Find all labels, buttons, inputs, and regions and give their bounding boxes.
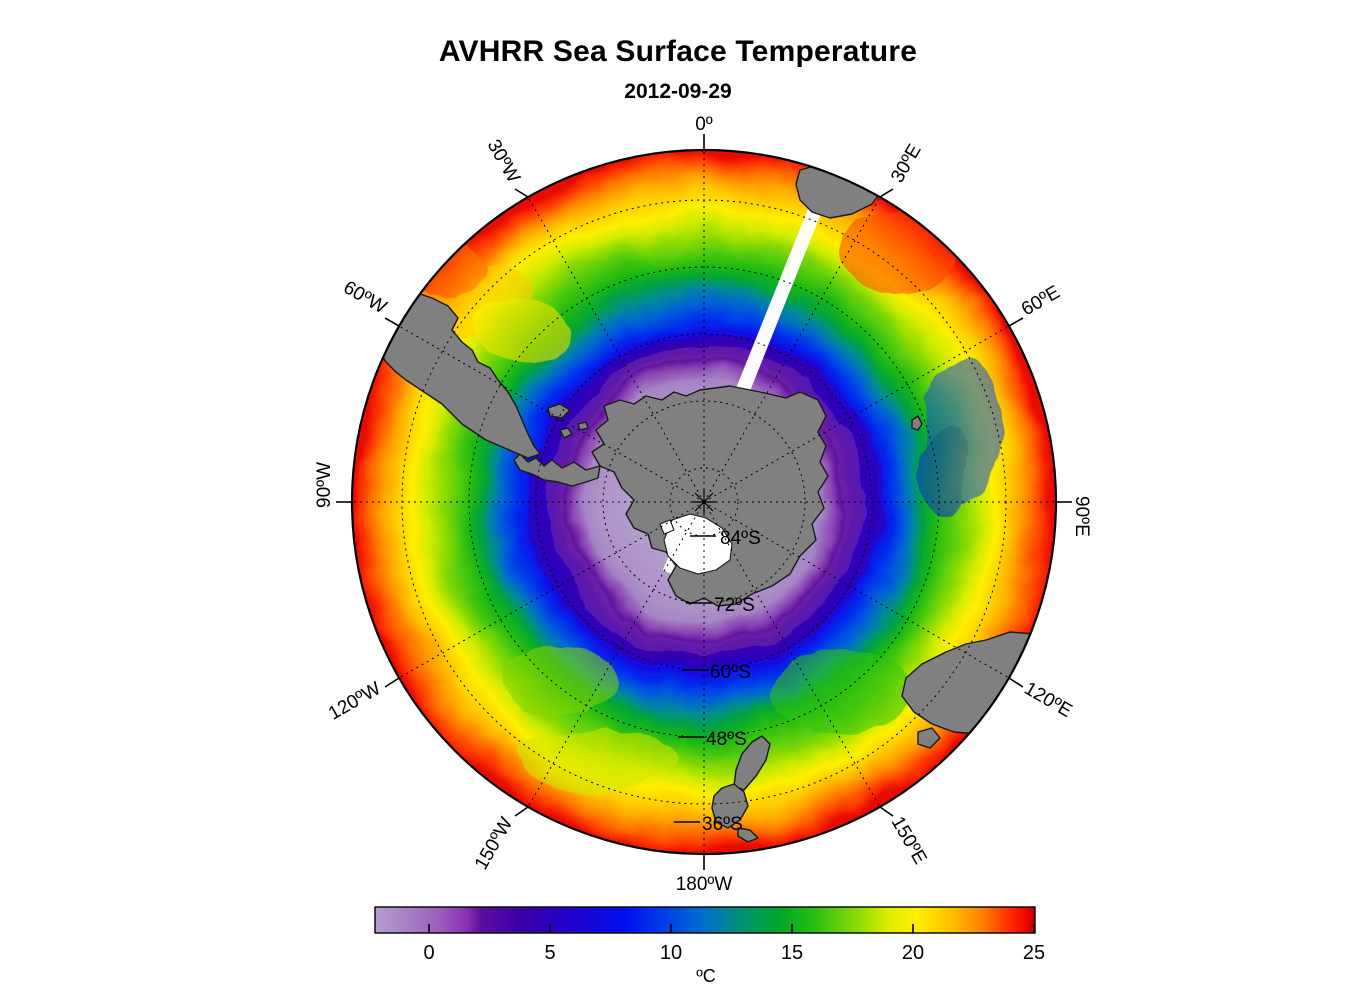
colorbar-ticks	[428, 924, 1035, 933]
island-antarctic-a	[559, 427, 573, 439]
lat-label-60S: 60ºS	[710, 662, 751, 683]
new-zealand-south-island	[733, 735, 771, 791]
lon-label-60W: 60ºW	[340, 277, 390, 318]
island-antarctic-b	[577, 421, 589, 431]
colorbar-tick-25: 25	[1023, 942, 1045, 964]
lon-label-150E: 150ºE	[887, 813, 931, 868]
new-zealand-north-island	[711, 783, 749, 829]
figure-subtitle: 2012-09-29	[624, 80, 732, 103]
lon-label-180W: 180ºW	[676, 874, 733, 895]
lat-label-48S: 48ºS	[706, 729, 747, 750]
colorbar-tick-0: 0	[423, 942, 434, 964]
lon-label-150W: 150ºW	[471, 814, 518, 874]
south-pole-marker	[692, 490, 716, 514]
lat-label-72S: 72ºS	[714, 595, 755, 616]
lon-label-60E: 60ºE	[1018, 282, 1064, 321]
falkland-islands	[547, 403, 571, 419]
lon-label-90E: 90ºE	[1071, 496, 1092, 537]
title-block: AVHRR Sea Surface Temperature 2012-09-29	[0, 34, 1356, 105]
page-title: AVHRR Sea Surface Temperature	[438, 35, 918, 68]
ice-shelf-lobe	[659, 519, 675, 535]
lon-label-120W: 120ºW	[325, 678, 385, 725]
lon-label-90W: 90ºW	[314, 462, 335, 508]
madagascar-island	[911, 415, 923, 431]
lon-label-30E: 30ºE	[887, 141, 926, 187]
colorbar-tick-10: 10	[660, 942, 682, 964]
lat-label-84S: 84ºS	[720, 528, 761, 549]
colorbar-tick-20: 20	[902, 942, 924, 964]
antarctic-peninsula	[513, 453, 601, 487]
colorbar-gradient[interactable]	[374, 906, 1036, 934]
lat-ring-72S	[602, 400, 806, 604]
new-zealand-cape	[737, 827, 759, 843]
ross-ice-shelf	[663, 513, 733, 575]
latitude-label-group: 84ºS 72ºS 60ºS 48ºS 36ºS	[674, 528, 761, 835]
lat-label-36S: 36ºS	[702, 814, 743, 835]
colorbar-tick-5: 5	[544, 942, 555, 964]
ice-shelf-group	[659, 513, 733, 575]
lon-label-0: 0º	[695, 114, 713, 135]
lat-ring-84S	[669, 467, 739, 537]
colorbar[interactable]: 0 5 10 15 20 25 ºC	[374, 906, 1045, 986]
graticule-group	[352, 150, 1056, 854]
lon-label-120E: 120ºE	[1021, 678, 1076, 722]
colorbar-tick-15: 15	[781, 942, 803, 964]
colorbar-unit-label: ºC	[696, 966, 716, 986]
colorbar-tick-labels: 0 5 10 15 20 25	[423, 942, 1045, 964]
tasmania-island	[917, 727, 941, 749]
lon-label-30W: 30ºW	[483, 136, 524, 186]
meridians	[352, 150, 1056, 854]
